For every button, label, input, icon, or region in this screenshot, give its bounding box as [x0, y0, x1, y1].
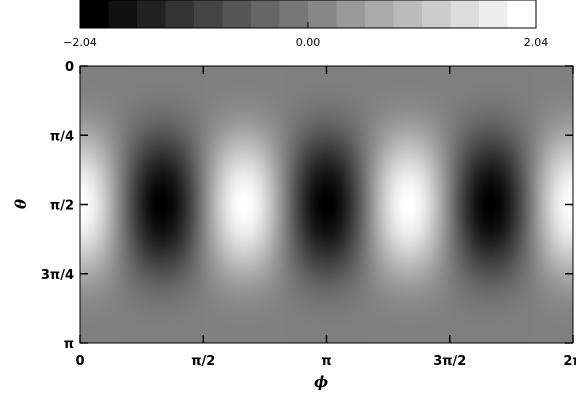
colorbar-bin	[308, 0, 337, 28]
colorbar-bin	[422, 0, 451, 28]
y-tick-label: 3π/4	[41, 268, 74, 283]
colorbar-bin	[279, 0, 309, 28]
colorbar: −2.04 0.00 2.04	[63, 0, 548, 49]
colorbar-tick-label: 2.04	[524, 36, 549, 49]
x-axis-ticks: 0 π/2 π 3π/2 2π	[75, 66, 576, 369]
colorbar-bin	[479, 0, 508, 28]
colorbar-tick-label: 0.00	[296, 36, 321, 49]
colorbar-bin	[80, 0, 109, 28]
x-tick-label: 0	[75, 354, 84, 369]
colorbar-bin	[194, 0, 223, 28]
colorbar-bin	[336, 0, 366, 28]
y-tick-label: π/2	[50, 199, 74, 214]
colorbar-bin	[393, 0, 423, 28]
colorbar-bin	[137, 0, 166, 28]
x-axis-title: ϕ	[314, 373, 328, 391]
colorbar-bin	[450, 0, 480, 28]
y-tick-label: π/4	[50, 129, 74, 144]
x-tick-label: 2π	[563, 354, 576, 369]
colorbar-tick-label: −2.04	[63, 36, 97, 49]
x-tick-label: π	[321, 354, 331, 369]
colorbar-bin	[108, 0, 138, 28]
heatmap-image	[80, 66, 573, 343]
colorbar-bin	[365, 0, 394, 28]
y-tick-label: 0	[65, 60, 74, 75]
x-tick-label: 3π/2	[433, 354, 466, 369]
colorbar-ticks: −2.04 0.00 2.04	[63, 22, 548, 49]
colorbar-bin	[251, 0, 280, 28]
colorbar-bins	[80, 0, 537, 28]
y-tick-label: π	[64, 337, 74, 352]
plot-area: 0 π/2 π 3π/2 2π 0 π/4 π/2 3π/4 π	[41, 60, 576, 369]
y-axis-title: θ	[12, 199, 30, 209]
x-tick-label: π/2	[191, 354, 215, 369]
colorbar-bin	[507, 0, 537, 28]
colorbar-bin	[165, 0, 195, 28]
colorbar-bin	[222, 0, 252, 28]
y-axis-ticks: 0 π/4 π/2 3π/4 π	[41, 60, 573, 352]
